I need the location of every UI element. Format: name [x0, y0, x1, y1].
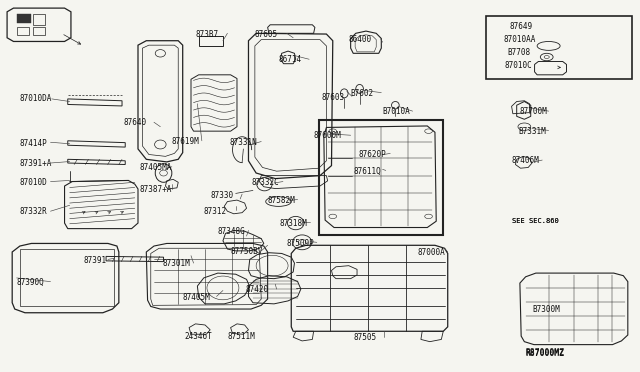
Text: 87312: 87312: [204, 207, 227, 216]
Text: 87620P: 87620P: [358, 150, 386, 159]
Text: 87509P: 87509P: [286, 239, 314, 248]
Text: 87390Q: 87390Q: [17, 278, 44, 287]
Bar: [20, 249, 115, 307]
Text: 87332C: 87332C: [252, 178, 280, 187]
Text: 87010DA: 87010DA: [20, 94, 52, 103]
Text: 87010D: 87010D: [20, 178, 47, 187]
Text: R87000MZ: R87000MZ: [525, 348, 564, 357]
Text: 87420: 87420: [245, 285, 268, 294]
Text: 86400: 86400: [349, 35, 372, 44]
Text: 87511M: 87511M: [227, 331, 255, 341]
Text: 87405MA: 87405MA: [140, 163, 172, 172]
Text: 87330: 87330: [210, 191, 234, 200]
Text: 87505: 87505: [354, 333, 377, 343]
Text: 87391+A: 87391+A: [20, 159, 52, 168]
Text: 87603: 87603: [321, 93, 344, 102]
Text: 87301M: 87301M: [163, 259, 190, 268]
Bar: [17, 14, 31, 23]
Bar: [486, 16, 632, 78]
Text: 87000A: 87000A: [418, 248, 445, 257]
Text: B7602: B7602: [351, 89, 374, 98]
Text: 87332R: 87332R: [20, 208, 47, 217]
Bar: [17, 27, 29, 35]
Text: 87414P: 87414P: [20, 139, 47, 148]
Bar: [198, 36, 223, 46]
Text: 87750BV: 87750BV: [230, 247, 263, 256]
Bar: [33, 14, 45, 25]
Text: 87405M: 87405M: [182, 293, 211, 302]
Text: 87391: 87391: [84, 256, 107, 264]
Text: B7708: B7708: [507, 48, 530, 57]
Text: 87600M: 87600M: [314, 131, 341, 141]
Text: B7331M: B7331M: [518, 126, 546, 136]
Text: B7300M: B7300M: [532, 305, 560, 314]
Text: 87331N: 87331N: [229, 138, 257, 147]
Text: 87318M: 87318M: [280, 219, 307, 228]
Text: 87611Q: 87611Q: [354, 167, 381, 176]
Text: 87619M: 87619M: [172, 137, 200, 146]
Bar: [319, 120, 444, 235]
Text: B7010A: B7010A: [383, 108, 410, 116]
Text: 873B7: 873B7: [195, 29, 219, 39]
Text: 86714: 86714: [278, 55, 301, 64]
Text: SEE SEC.860: SEE SEC.860: [511, 218, 558, 224]
Text: 87582M: 87582M: [268, 196, 296, 205]
Text: 87387+A: 87387+A: [140, 185, 172, 194]
Text: 87010AA: 87010AA: [503, 35, 536, 44]
Text: R87000MZ: R87000MZ: [525, 349, 564, 358]
Text: 87640: 87640: [124, 119, 147, 128]
Text: SEE SEC.860: SEE SEC.860: [511, 218, 558, 224]
Text: 87406M: 87406M: [511, 156, 540, 165]
Text: 87649: 87649: [509, 22, 532, 31]
Bar: [33, 27, 45, 35]
Text: 87010C: 87010C: [504, 61, 532, 70]
Text: 87348G: 87348G: [218, 227, 246, 236]
Text: 24346T: 24346T: [184, 331, 212, 341]
Text: 87700M: 87700M: [519, 108, 547, 116]
Text: 87605: 87605: [255, 29, 278, 39]
